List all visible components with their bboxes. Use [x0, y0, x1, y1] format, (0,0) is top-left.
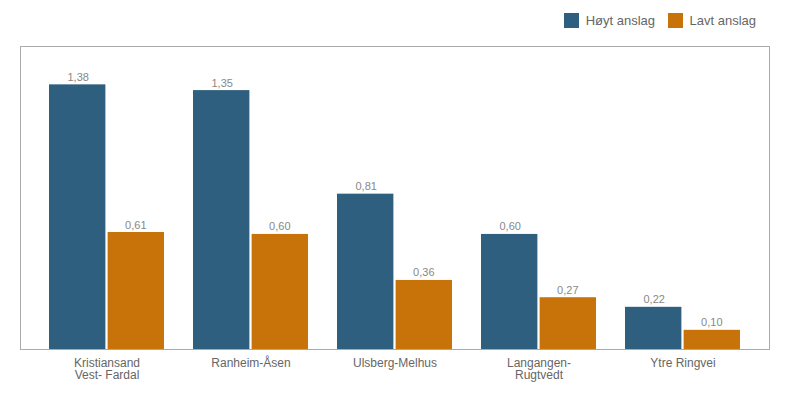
svg-text:0,36: 0,36: [413, 266, 434, 278]
svg-text:Ulsberg-Melhus: Ulsberg-Melhus: [353, 356, 437, 370]
svg-text:0,81: 0,81: [355, 180, 376, 192]
svg-text:0,22: 0,22: [643, 293, 664, 305]
html-text:Høyt anslag: Høyt anslag: [585, 13, 655, 28]
svg-text:Ytre Ringvei: Ytre Ringvei: [650, 356, 715, 370]
svg-text:1,35: 1,35: [211, 77, 232, 89]
html-text:Lavt anslag: Lavt anslag: [689, 13, 756, 28]
svg-text:Langangen-Rugtvedt: Langangen-Rugtvedt: [507, 356, 571, 382]
svg-text:0,60: 0,60: [499, 220, 520, 232]
svg-text:0,60: 0,60: [269, 220, 290, 232]
svg-text:0,61: 0,61: [125, 219, 146, 231]
svg-text:0,10: 0,10: [701, 316, 722, 328]
svg-text:1,38: 1,38: [67, 71, 88, 83]
svg-text:KristiansandVest- Fardal: KristiansandVest- Fardal: [74, 356, 140, 382]
svg-text:Ranheim-Åsen: Ranheim-Åsen: [211, 355, 290, 370]
svg-text:0,27: 0,27: [557, 284, 578, 296]
